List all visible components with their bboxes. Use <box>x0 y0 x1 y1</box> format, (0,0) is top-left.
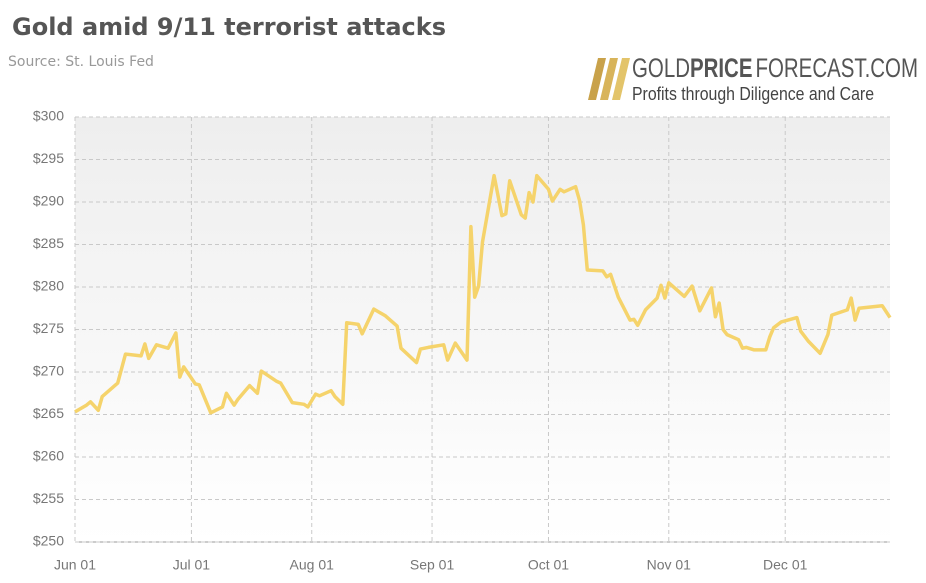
svg-text:GOLDPRICEFORECAST.COM: GOLDPRICEFORECAST.COM <box>632 53 918 83</box>
chart-title: Gold amid 9/11 terrorist attacks <box>12 13 446 41</box>
brand-part: PRICE <box>690 53 753 83</box>
x-tick-label: Oct 01 <box>528 557 569 573</box>
y-tick-label: $280 <box>33 278 64 294</box>
y-tick-label: $260 <box>33 448 64 464</box>
chart-subtitle: Source: St. Louis Fed <box>8 54 154 70</box>
x-tick-label: Jul 01 <box>173 557 211 573</box>
brand-part: FORECAST.COM <box>756 53 918 83</box>
x-tick-label: Dec 01 <box>763 557 808 573</box>
y-tick-label: $265 <box>33 405 64 421</box>
x-tick-label: Jun 01 <box>54 557 96 573</box>
x-tick-label: Nov 01 <box>647 557 692 573</box>
y-tick-label: $300 <box>33 108 64 124</box>
y-tick-label: $275 <box>33 320 64 336</box>
y-tick-label: $295 <box>33 150 64 166</box>
y-tick-label: $255 <box>33 490 64 506</box>
brand-tagline: Profits through Diligence and Care <box>632 84 874 104</box>
x-tick-label: Sep 01 <box>410 557 455 573</box>
x-tick-label: Aug 01 <box>290 557 335 573</box>
brand-logo: GOLDPRICEFORECAST.COM Profits through Di… <box>588 53 918 104</box>
price-line <box>74 173 892 415</box>
y-tick-label: $270 <box>33 363 64 379</box>
brand-part: GOLD <box>632 53 690 83</box>
y-tick-label: $250 <box>33 533 64 549</box>
y-tick-label: $290 <box>33 193 64 209</box>
y-tick-label: $285 <box>33 235 64 251</box>
